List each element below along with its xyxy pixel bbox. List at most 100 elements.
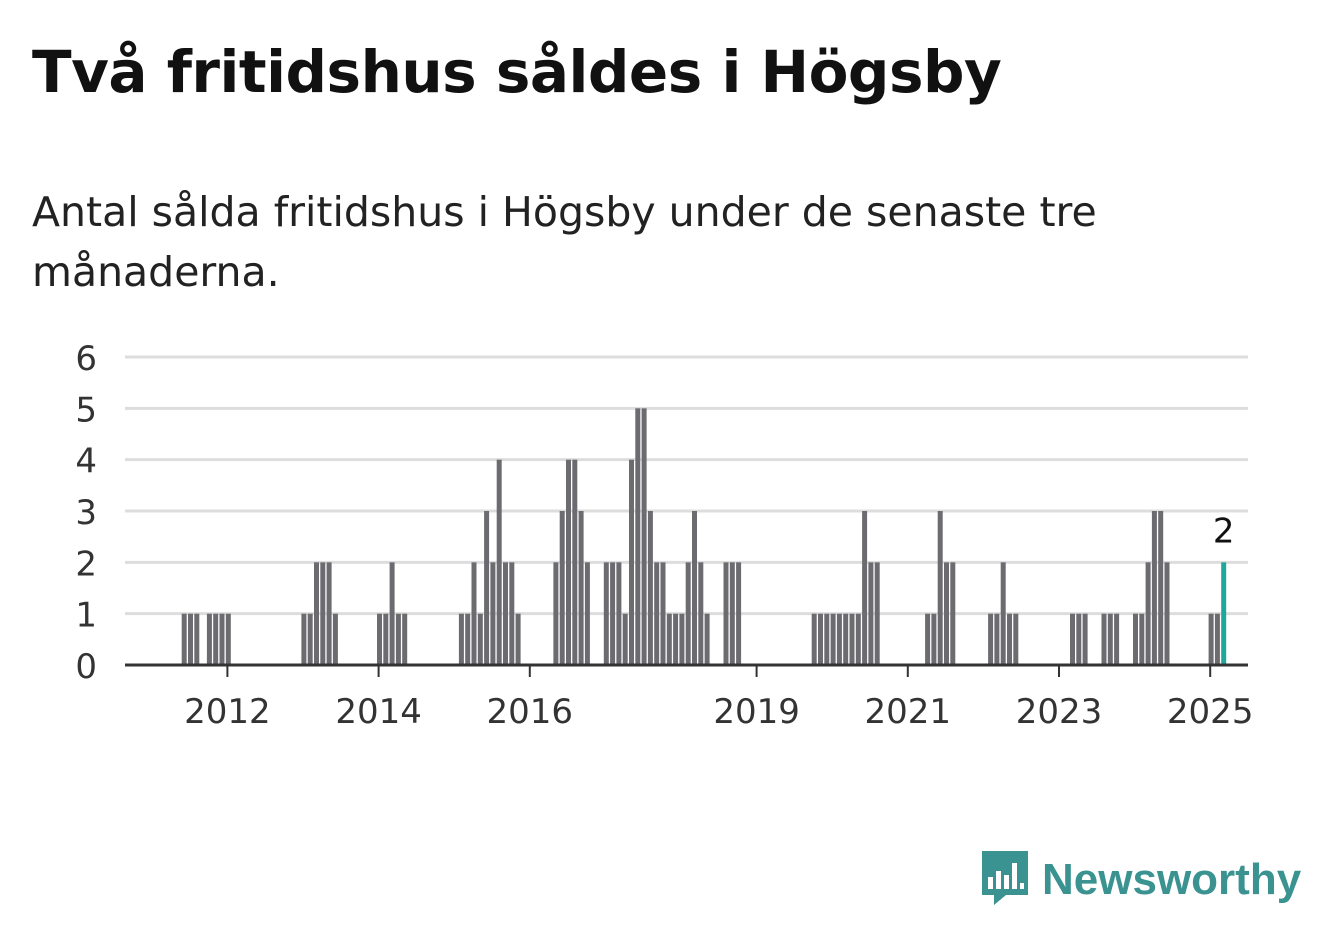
bar <box>692 511 697 665</box>
chart-subtitle: Antal sålda fritidshus i Högsby under de… <box>32 188 1097 296</box>
x-tick-label: 2023 <box>1016 692 1103 732</box>
x-tick-label: 2019 <box>713 692 800 732</box>
bar <box>629 459 634 665</box>
y-tick-label: 6 <box>75 339 97 379</box>
bar <box>818 613 823 665</box>
bar <box>578 511 584 665</box>
bar <box>603 562 609 665</box>
bar <box>647 511 653 665</box>
bar-highlight <box>1221 562 1227 665</box>
y-tick-label: 5 <box>75 390 97 430</box>
bar <box>395 613 401 665</box>
bar <box>509 562 515 665</box>
bar <box>383 613 389 665</box>
bar <box>931 613 937 665</box>
bar <box>1164 562 1170 665</box>
bar <box>635 408 641 665</box>
bar <box>181 613 187 665</box>
bar <box>553 562 559 665</box>
bar <box>868 562 874 665</box>
bar <box>301 613 307 665</box>
brand-name: Newsworthy <box>1042 855 1302 904</box>
y-tick-label: 4 <box>75 442 97 482</box>
bar <box>704 613 710 665</box>
x-tick-label: 2016 <box>487 692 574 732</box>
bar <box>1145 562 1151 665</box>
bar <box>944 562 949 665</box>
bar <box>1101 613 1107 665</box>
bar <box>1114 613 1120 665</box>
bar <box>736 562 742 665</box>
x-tick-label: 2021 <box>865 692 952 732</box>
bar <box>477 613 483 665</box>
bar <box>1070 613 1075 665</box>
bar <box>685 562 691 665</box>
bar <box>484 511 490 665</box>
newsworthy-logo-icon <box>980 847 1032 913</box>
y-tick-label: 0 <box>75 647 97 687</box>
y-tick-label: 2 <box>75 544 97 584</box>
bar <box>729 562 735 665</box>
x-tick-label: 2014 <box>335 692 422 732</box>
bar <box>1107 613 1113 665</box>
bar <box>188 613 193 665</box>
bar <box>503 562 508 665</box>
bar-chart: 0 1 2 3 4 5 6 2 2012 2014 2016 2019 2021 2023 2025 <box>75 339 1254 732</box>
bar <box>988 613 994 665</box>
bar <box>1076 613 1082 665</box>
brand-logo[interactable]: Newsworthy <box>980 848 1301 912</box>
bar <box>874 562 880 665</box>
bar <box>559 511 565 665</box>
bar <box>490 562 496 665</box>
bar <box>496 459 502 665</box>
bar <box>1208 613 1214 665</box>
bar <box>673 613 679 665</box>
bar <box>836 613 842 665</box>
bar <box>332 613 338 665</box>
bar <box>1158 511 1164 665</box>
bar <box>830 613 836 665</box>
bar <box>1007 613 1012 665</box>
bar <box>610 562 616 665</box>
bar <box>213 613 219 665</box>
bar <box>660 562 666 665</box>
y-tick-label: 3 <box>75 493 97 533</box>
bar <box>320 562 326 665</box>
bar <box>641 408 647 665</box>
bar <box>1013 613 1019 665</box>
bar <box>654 562 660 665</box>
bar <box>1151 511 1157 665</box>
bar <box>666 613 672 665</box>
bar <box>225 613 231 665</box>
bar <box>824 613 830 665</box>
bar <box>389 562 395 665</box>
bar <box>1214 613 1220 665</box>
bar <box>326 562 332 665</box>
bar <box>566 459 571 665</box>
bar <box>1082 613 1088 665</box>
bar <box>515 613 521 665</box>
bar <box>950 562 956 665</box>
bar <box>994 613 1000 665</box>
bar <box>314 562 319 665</box>
x-tick-label: 2025 <box>1167 692 1254 732</box>
bar <box>584 562 590 665</box>
bar <box>862 511 868 665</box>
bar <box>1000 562 1006 665</box>
chart-title: Två fritidshus såldes i Högsby <box>32 38 1002 106</box>
bar <box>843 613 849 665</box>
bar <box>698 562 704 665</box>
bar <box>616 562 622 665</box>
bar <box>937 511 943 665</box>
bar <box>307 613 313 665</box>
bar <box>925 613 931 665</box>
bar <box>471 562 477 665</box>
bar <box>1139 613 1145 665</box>
bar <box>194 613 200 665</box>
bar <box>679 613 685 665</box>
bar-value-label: 2 <box>1213 511 1235 551</box>
bar <box>458 613 464 665</box>
bar <box>811 613 817 665</box>
bar <box>206 613 212 665</box>
bar <box>855 613 861 665</box>
